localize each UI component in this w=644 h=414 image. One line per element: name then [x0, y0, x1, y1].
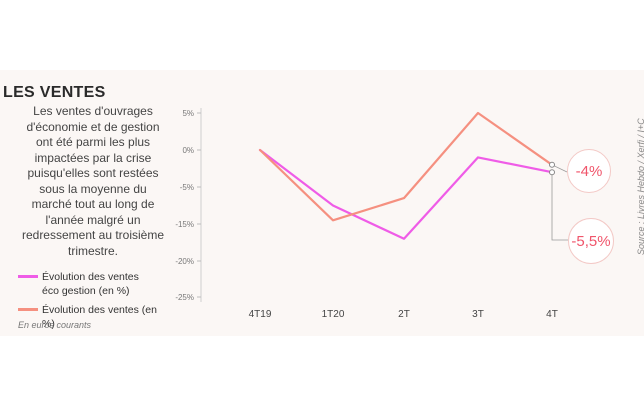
legend-swatch-eco: [18, 275, 38, 278]
legend-label-total: Évolution des ventes (en %): [42, 304, 157, 330]
y-tick-label: -15%: [175, 220, 194, 229]
y-tick-label: -5%: [180, 183, 194, 192]
source-note: Source : Livres Hebdo / Xerfi / I+C: [636, 118, 644, 255]
x-tick-label: 4T19: [249, 309, 272, 320]
end-point-marker: [549, 161, 555, 168]
chart-panel: [0, 70, 644, 336]
x-tick-label: 1T20: [322, 309, 345, 320]
y-tick-label: -25%: [175, 293, 194, 302]
description-text: Les ventes d'ouvrages d'économie et de g…: [21, 104, 165, 258]
legend-item-eco: Évolution des ventes éco gestion (en %): [18, 270, 158, 298]
callout-eco: -4%: [567, 149, 611, 193]
x-tick-label: 2T: [398, 309, 410, 320]
x-tick-label: 4T: [546, 309, 558, 320]
callout-total: -5,5%: [568, 218, 614, 264]
end-point-marker: [549, 169, 555, 176]
currency-note: En euros courants: [18, 320, 92, 330]
legend-item-total: Évolution des ventes (en %): [18, 303, 168, 331]
legend-label-eco: Évolution des ventes éco gestion (en %): [42, 271, 139, 297]
y-tick-label: 5%: [182, 109, 194, 118]
callout-connector-eco: [551, 172, 568, 241]
y-tick-label: 0%: [182, 146, 194, 155]
x-tick-label: 3T: [472, 309, 484, 320]
series-line-eco: [258, 148, 554, 240]
y-tick-label: -20%: [175, 257, 194, 266]
page-title: LES VENTES: [3, 84, 106, 101]
series-line-total: [258, 111, 554, 222]
legend-swatch-total: [18, 308, 38, 311]
